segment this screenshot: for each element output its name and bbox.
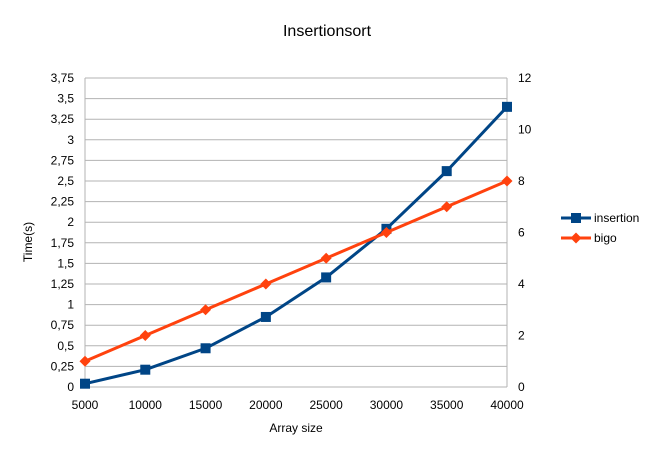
chart-title: Insertionsort: [283, 23, 372, 40]
data-point-bigo: [200, 304, 212, 316]
x-tick-label: 15000: [189, 398, 223, 412]
series-line-bigo: [84, 179, 508, 363]
y-tick-label: 1,5: [57, 256, 74, 270]
y-tick-label: 2,75: [51, 153, 75, 167]
legend-marker-insertion: [571, 213, 581, 223]
y2-tick-label: 8: [518, 174, 525, 188]
x-tick-label: 5000: [72, 398, 99, 412]
x-tick-label: 35000: [430, 398, 464, 412]
axis-layer: 0 0,25 0,5 0,75 1 1,25 1,5 1,75 2 2,25 2,5 2,75 3 3,2…: [51, 71, 532, 412]
data-point-bigo: [441, 201, 453, 213]
y-tick-label: 1,75: [51, 236, 75, 250]
data-point-bigo: [501, 175, 513, 187]
legend-label-insertion: insertion: [594, 211, 639, 225]
legend: insertion bigo: [561, 211, 639, 245]
y-tick-label: 2: [67, 215, 74, 229]
x-tick-label: 20000: [249, 398, 283, 412]
y2-tick-label: 2: [518, 329, 525, 343]
data-point-insertion: [80, 378, 90, 389]
y-tick-label: 0,25: [51, 359, 75, 373]
y-tick-label: 3,25: [51, 112, 75, 126]
y2-tick-label: 12: [518, 71, 532, 85]
data-point-bigo: [79, 355, 91, 367]
data-point-insertion: [441, 166, 452, 177]
data-point-insertion: [502, 101, 512, 112]
legend-marker-bigo: [570, 232, 582, 244]
y-tick-label: 0,5: [57, 339, 74, 353]
x-tick-label: 10000: [129, 398, 163, 412]
series-line-insertion: [84, 105, 509, 386]
legend-label-bigo: bigo: [594, 231, 617, 245]
series-layer: [79, 101, 513, 389]
x-tick-label: 40000: [490, 398, 524, 412]
data-point-bigo: [320, 252, 332, 264]
y2-tick-label: 10: [518, 123, 532, 137]
data-point-insertion: [200, 343, 211, 354]
y-tick-label: 3,75: [51, 71, 75, 85]
y-tick-label: 2,5: [57, 174, 74, 188]
data-point-bigo: [380, 227, 392, 238]
data-point-insertion: [140, 364, 151, 375]
y-tick-label: 2,25: [51, 195, 75, 209]
y-tick-label: 1: [67, 298, 74, 312]
y2-tick-label: 4: [518, 277, 525, 291]
data-point-bigo: [139, 330, 151, 341]
data-point-insertion: [321, 272, 332, 283]
y-tick-label: 3,5: [57, 92, 74, 106]
y-axis-label: Time(s): [21, 222, 35, 262]
y-tick-label: 0,75: [51, 318, 75, 332]
y-tick-label: 1,25: [51, 277, 75, 291]
grid-layer: [84, 77, 508, 388]
data-point-insertion: [260, 311, 271, 322]
y-tick-label: 0: [67, 380, 74, 394]
x-axis-label: Array size: [269, 421, 323, 435]
y2-tick-label: 6: [518, 226, 525, 240]
y-tick-label: 3: [67, 133, 74, 147]
y2-tick-label: 0: [518, 380, 525, 394]
x-tick-label: 25000: [309, 398, 343, 412]
data-point-bigo: [260, 278, 272, 290]
x-tick-label: 30000: [370, 398, 404, 412]
